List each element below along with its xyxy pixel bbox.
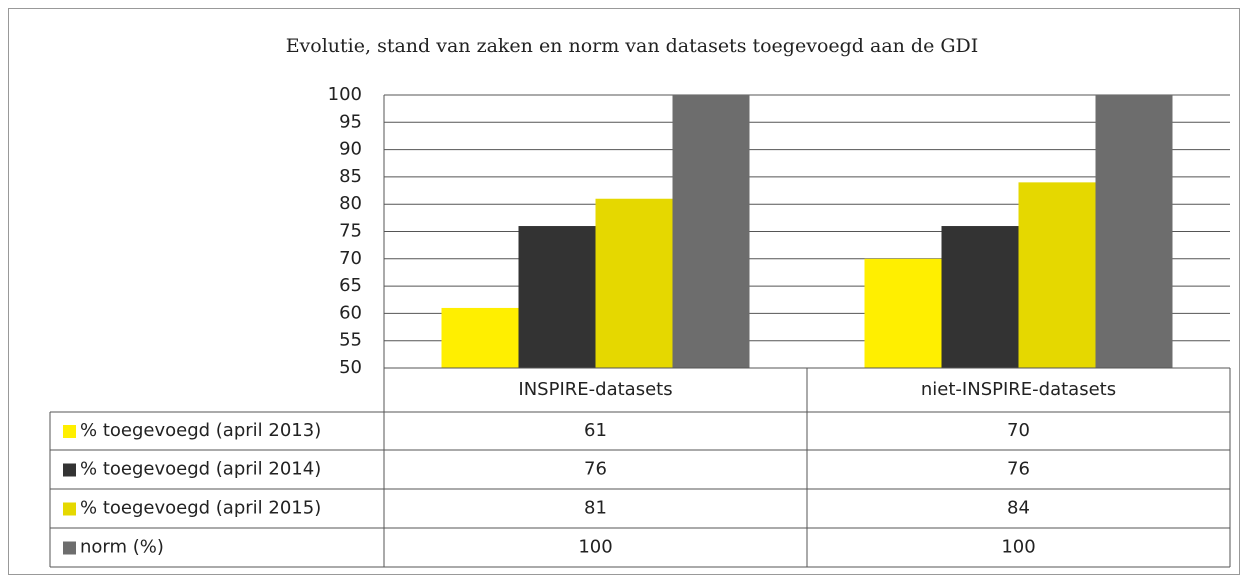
y-tick-label: 60 bbox=[339, 302, 362, 323]
legend-swatch bbox=[63, 541, 76, 555]
table-value: 76 bbox=[1007, 459, 1030, 480]
y-tick-label: 75 bbox=[339, 221, 362, 242]
table-value: 84 bbox=[1007, 498, 1030, 519]
legend-label: norm (%) bbox=[80, 537, 164, 558]
table-value: 81 bbox=[584, 498, 607, 519]
y-tick-label: 65 bbox=[339, 275, 362, 296]
y-tick-label: 50 bbox=[339, 357, 362, 378]
bar bbox=[441, 307, 519, 368]
y-tick-label: 95 bbox=[339, 111, 362, 132]
bar bbox=[518, 226, 596, 368]
chart-border bbox=[8, 8, 1240, 575]
x-tick-label: INSPIRE-datasets bbox=[518, 379, 672, 400]
y-tick-label: 70 bbox=[339, 248, 362, 269]
legend-label: % toegevoegd (april 2015) bbox=[80, 498, 321, 519]
table-value: 76 bbox=[584, 459, 607, 480]
bar bbox=[595, 198, 673, 368]
legend-label: % toegevoegd (april 2014) bbox=[80, 459, 321, 480]
bar bbox=[1095, 95, 1173, 368]
legend-label: % toegevoegd (april 2013) bbox=[80, 420, 321, 441]
table-value: 100 bbox=[1001, 537, 1035, 558]
y-tick-label: 100 bbox=[328, 84, 362, 105]
legend-swatch bbox=[63, 463, 76, 477]
legend-swatch bbox=[63, 502, 76, 516]
bar bbox=[672, 95, 750, 368]
bar bbox=[864, 258, 942, 368]
bar bbox=[1018, 182, 1096, 368]
x-tick-label: niet-INSPIRE-datasets bbox=[921, 379, 1116, 400]
y-tick-label: 55 bbox=[339, 330, 362, 351]
table-value: 70 bbox=[1007, 420, 1030, 441]
chart-title: Evolutie, stand van zaken en norm van da… bbox=[286, 35, 979, 57]
table-value: 61 bbox=[584, 420, 607, 441]
y-tick-label: 80 bbox=[339, 193, 362, 214]
y-tick-label: 90 bbox=[339, 139, 362, 160]
y-tick-label: 85 bbox=[339, 166, 362, 187]
table-value: 100 bbox=[578, 537, 612, 558]
legend-swatch bbox=[63, 425, 76, 438]
bar bbox=[941, 226, 1019, 368]
